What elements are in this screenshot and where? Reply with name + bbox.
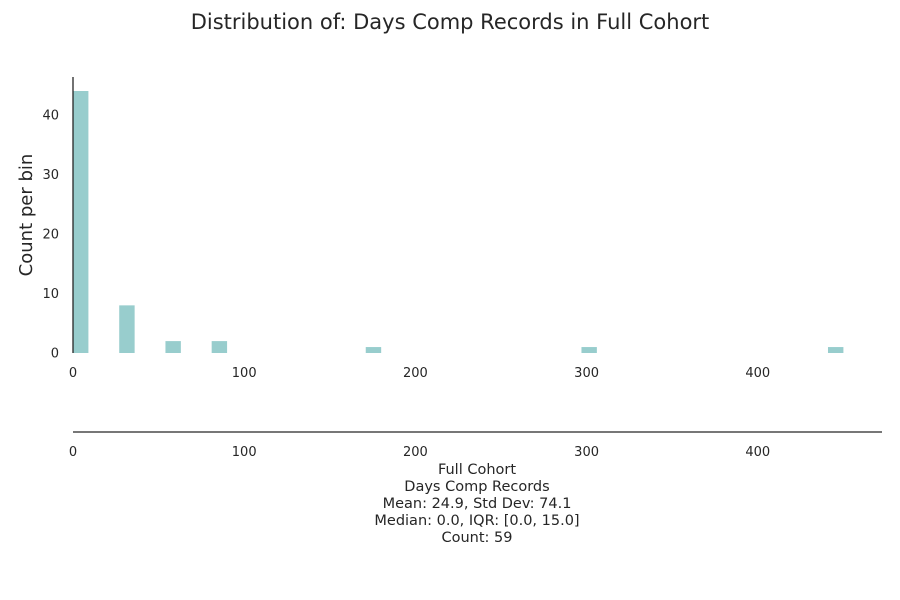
x-tick-label: 400	[745, 366, 770, 381]
stats-variable: Days Comp Records	[404, 479, 550, 495]
chart-title: Distribution of: Days Comp Records in Fu…	[191, 10, 710, 34]
y-tick-label: 0	[51, 347, 59, 362]
histogram-bar	[165, 341, 181, 353]
stats-cohort: Full Cohort	[437, 462, 517, 478]
histogram-bar	[827, 347, 844, 353]
histogram-bar	[73, 91, 89, 353]
rug-x-tick-label: 200	[403, 445, 428, 460]
y-tick-label: 40	[42, 108, 59, 123]
histogram-bar	[119, 305, 135, 353]
stats-count: Count: 59	[441, 530, 513, 546]
histogram-bar	[211, 341, 228, 353]
rug-x-tick-label: 100	[232, 445, 257, 460]
stats-mean-std: Mean: 24.9, Std Dev: 74.1	[382, 496, 572, 512]
x-tick-label: 200	[403, 366, 428, 381]
rug-x-tick-label: 0	[69, 445, 77, 460]
rug-x-tick-label: 400	[745, 445, 770, 460]
histogram-bars	[73, 91, 844, 353]
y-tick-label: 30	[42, 168, 59, 183]
histogram-bar	[365, 347, 382, 353]
summary-statistics: Full Cohort Days Comp Records Mean: 24.9…	[0, 462, 900, 547]
histogram-bar	[581, 347, 597, 353]
y-tick-label: 10	[42, 287, 59, 302]
rug-x-tick-label: 300	[574, 445, 599, 460]
x-tick-label: 0	[69, 366, 77, 381]
y-axis-label: Count per bin	[16, 154, 37, 277]
stats-median-iqr: Median: 0.0, IQR: [0.0, 15.0]	[374, 513, 580, 529]
x-tick-label: 100	[232, 366, 257, 381]
rug-axes: 0 100 200 300 400	[69, 431, 882, 460]
y-tick-label: 20	[42, 227, 59, 242]
x-tick-label: 300	[574, 366, 599, 381]
